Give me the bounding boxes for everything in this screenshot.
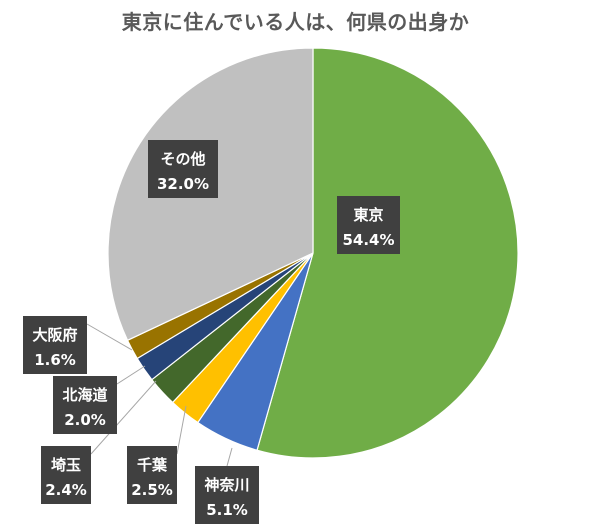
data-label-value: 1.6% (34, 351, 76, 369)
leader-line-3 (176, 405, 187, 455)
data-label-7: その他 32.0% (148, 140, 218, 198)
data-label-6: 大阪府 1.6% (23, 316, 87, 374)
leader-line-6 (86, 323, 133, 351)
data-label-5: 北海道 2.0% (53, 376, 117, 434)
data-label-value: 2.0% (64, 411, 106, 429)
data-label-value: 2.5% (131, 481, 173, 499)
data-label-category: 大阪府 (32, 326, 77, 344)
data-label-value: 5.1% (206, 501, 248, 519)
data-label-category: その他 (160, 150, 205, 168)
data-labels: 東京 54.4% 神奈川 5.1% 千葉 2.5% 埼玉 2.4% 北海道 2.0% 大阪府 1.6%… (23, 140, 400, 524)
data-label-value: 32.0% (157, 175, 209, 193)
data-label-4: 埼玉 2.4% (41, 446, 91, 504)
data-label-box (23, 316, 87, 374)
data-label-2: 神奈川 5.1% (195, 466, 259, 524)
chart-title: 東京に住んでいる人は、何県の出身か (121, 10, 470, 34)
data-label-box (127, 446, 177, 504)
data-label-box (195, 466, 259, 524)
data-label-value: 54.4% (342, 231, 394, 249)
pie-slices (107, 47, 519, 459)
leader-line-4 (90, 380, 157, 455)
data-label-box (148, 140, 218, 198)
leader-line-5 (116, 365, 146, 385)
data-label-category: 千葉 (137, 456, 168, 474)
data-label-1: 東京 54.4% (337, 196, 400, 254)
data-label-box (53, 376, 117, 434)
data-label-category: 埼玉 (51, 456, 81, 474)
leader-line-2 (226, 447, 233, 467)
data-label-value: 2.4% (45, 481, 87, 499)
data-label-category: 神奈川 (204, 476, 249, 494)
data-label-box (337, 196, 400, 254)
leader-lines (86, 323, 233, 467)
data-label-3: 千葉 2.5% (127, 446, 177, 504)
data-label-category: 東京 (353, 206, 383, 224)
data-label-box (41, 446, 91, 504)
data-label-category: 北海道 (62, 386, 107, 404)
